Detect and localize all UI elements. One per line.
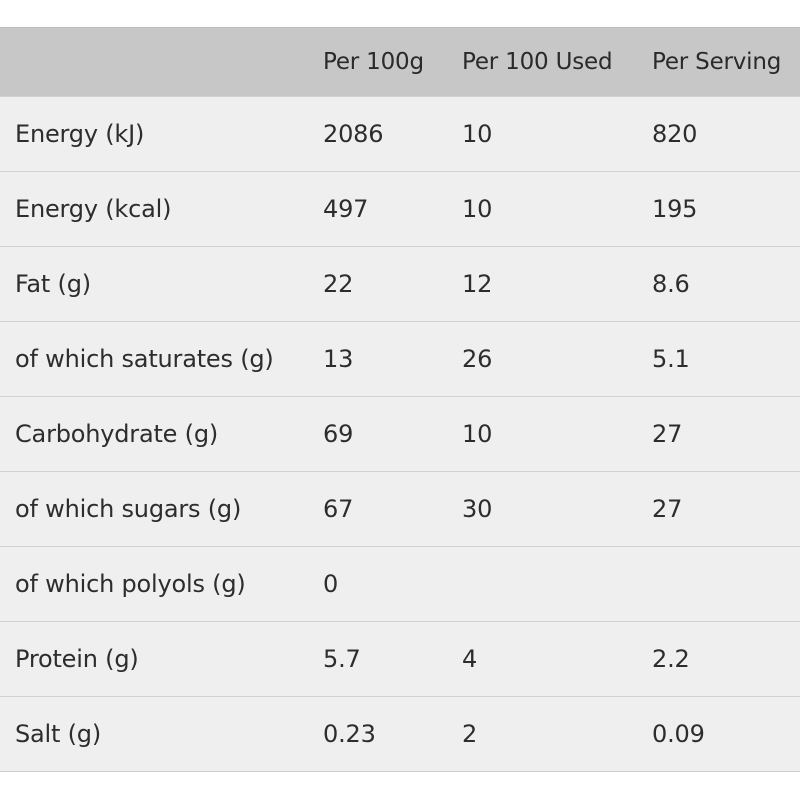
cell-per-100g: 2086: [323, 120, 384, 148]
cell-per-serving: 195: [652, 195, 698, 223]
header-cell-per-serving: Per Serving: [652, 49, 782, 75]
header-cell-per-100-used: Per 100 Used: [462, 49, 613, 75]
row-label: Carbohydrate (g): [15, 420, 219, 448]
cell-per-100-used: 26: [462, 345, 493, 373]
table-row: Fat (g) 22 12 8.6: [0, 246, 800, 321]
row-label: Salt (g): [15, 720, 102, 748]
table-row: of which polyols (g) 0: [0, 546, 800, 621]
cell-per-100-used: 2: [462, 720, 478, 748]
row-label: of which saturates (g): [15, 345, 274, 373]
row-label: of which polyols (g): [15, 570, 246, 598]
cell-per-serving: 0.09: [652, 720, 705, 748]
table-row: Carbohydrate (g) 69 10 27: [0, 396, 800, 471]
nutrition-table: Per 100g Per 100 Used Per Serving Energy…: [0, 27, 800, 772]
cell-per-serving: 5.1: [652, 345, 690, 373]
cell-per-100g: 69: [323, 420, 354, 448]
row-label: Energy (kcal): [15, 195, 172, 223]
header-cell-per-100g: Per 100g: [323, 49, 424, 75]
table-row: Salt (g) 0.23 2 0.09: [0, 696, 800, 771]
cell-per-100-used: 4: [462, 645, 478, 673]
cell-per-100g: 22: [323, 270, 354, 298]
cell-per-100g: 67: [323, 495, 354, 523]
table-row: of which saturates (g) 13 26 5.1: [0, 321, 800, 396]
table-row: of which sugars (g) 67 30 27: [0, 471, 800, 546]
table-row: Protein (g) 5.7 4 2.2: [0, 621, 800, 696]
cell-per-serving: 27: [652, 420, 683, 448]
cell-per-100g: 5.7: [323, 645, 361, 673]
cell-per-100-used: 10: [462, 420, 493, 448]
cell-per-100-used: 10: [462, 120, 493, 148]
cell-per-serving: 27: [652, 495, 683, 523]
cell-per-serving: 820: [652, 120, 698, 148]
cell-per-serving: 8.6: [652, 270, 690, 298]
row-label: Fat (g): [15, 270, 91, 298]
table-header-row: Per 100g Per 100 Used Per Serving: [0, 27, 800, 96]
cell-per-100g: 0.23: [323, 720, 376, 748]
cell-per-100-used: 10: [462, 195, 493, 223]
row-label: of which sugars (g): [15, 495, 242, 523]
cell-per-100g: 0: [323, 570, 339, 598]
table-row: Energy (kJ) 2086 10 820: [0, 96, 800, 171]
row-label: Energy (kJ): [15, 120, 145, 148]
cell-per-100-used: 30: [462, 495, 493, 523]
cell-per-100-used: 12: [462, 270, 493, 298]
table-row: Energy (kcal) 497 10 195: [0, 171, 800, 246]
row-label: Protein (g): [15, 645, 139, 673]
cell-per-100g: 13: [323, 345, 354, 373]
cell-per-100g: 497: [323, 195, 369, 223]
cell-per-serving: 2.2: [652, 645, 690, 673]
